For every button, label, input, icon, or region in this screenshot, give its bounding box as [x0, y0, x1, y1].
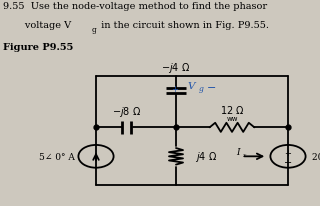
Circle shape	[270, 145, 306, 168]
Text: g: g	[198, 85, 203, 93]
Circle shape	[78, 145, 114, 168]
Text: in the circuit shown in Fig. P9.55.: in the circuit shown in Fig. P9.55.	[98, 21, 268, 29]
Text: 5∠ 0° A: 5∠ 0° A	[39, 152, 75, 161]
Text: +: +	[171, 84, 178, 94]
Text: $-$: $-$	[206, 81, 217, 91]
Text: +: +	[284, 148, 292, 157]
Text: 20−90° V: 20−90° V	[312, 152, 320, 161]
Text: V: V	[187, 81, 195, 90]
Text: $-j4\ \Omega$: $-j4\ \Omega$	[161, 60, 191, 74]
Text: $j4\ \Omega$: $j4\ \Omega$	[195, 150, 217, 164]
Text: I: I	[236, 147, 240, 156]
Text: voltage V: voltage V	[3, 21, 71, 29]
Text: 9.55  Use the node-voltage method to find the phasor: 9.55 Use the node-voltage method to find…	[3, 2, 267, 11]
Text: g: g	[91, 26, 96, 34]
Text: $12\ \Omega$: $12\ \Omega$	[220, 103, 244, 115]
Text: Figure P9.55: Figure P9.55	[3, 43, 74, 52]
Text: x: x	[243, 152, 247, 157]
Text: ww: ww	[226, 116, 238, 121]
Text: $-$: $-$	[284, 156, 292, 165]
Text: $-j8\ \Omega$: $-j8\ \Omega$	[112, 104, 141, 118]
